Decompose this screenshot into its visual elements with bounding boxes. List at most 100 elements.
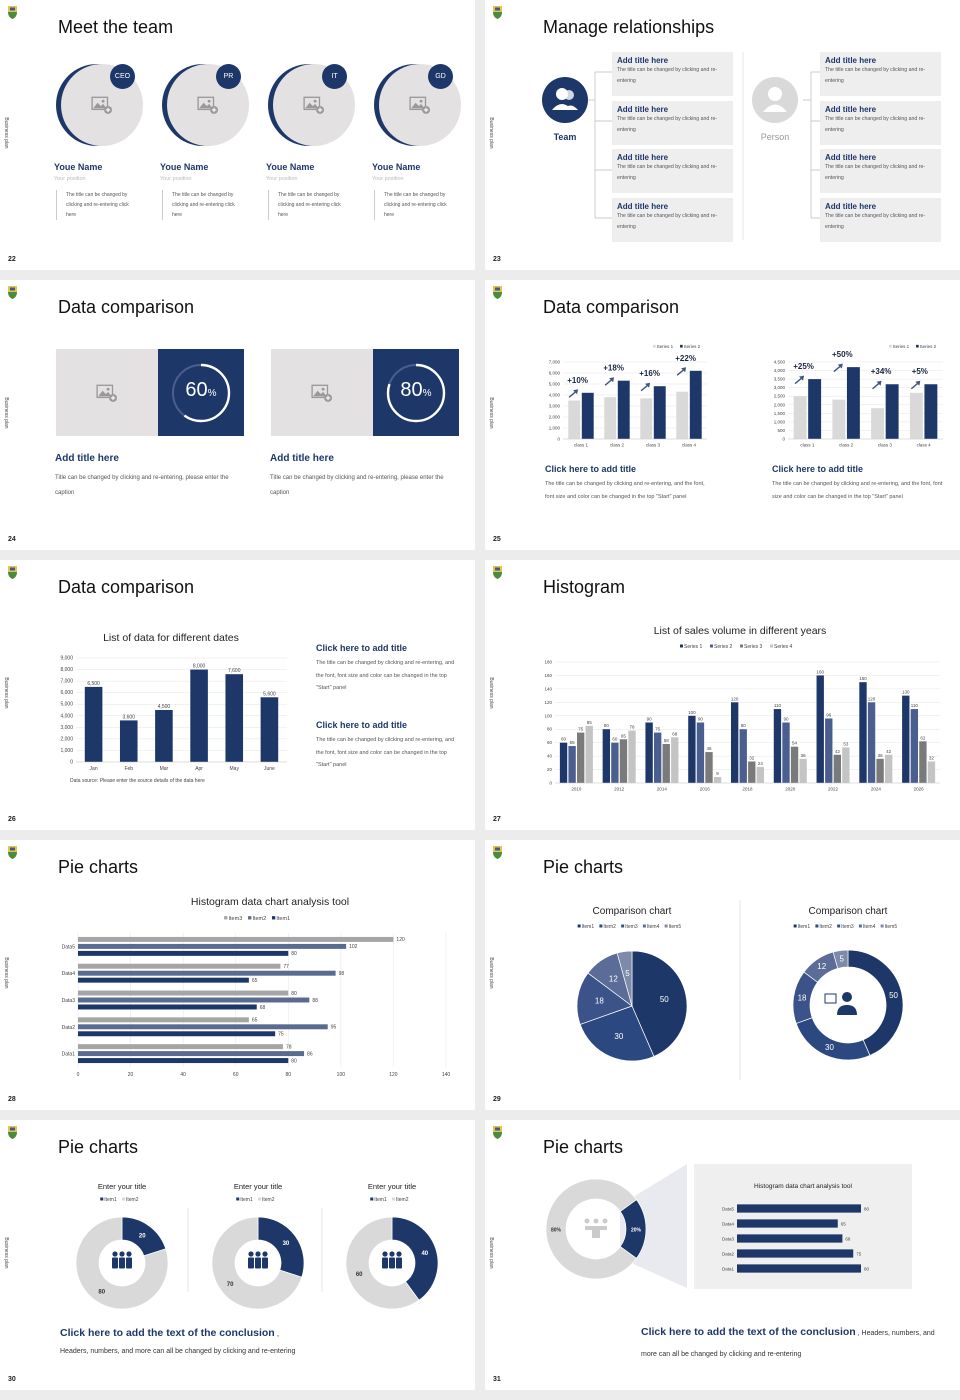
bar: [84, 686, 103, 762]
slice-label: 40: [421, 1251, 428, 1257]
slice-label: 50: [889, 991, 898, 1000]
data-label: 9: [716, 771, 719, 776]
data-label: 120: [868, 696, 876, 701]
image-placeholder-icon[interactable]: [311, 382, 333, 404]
person-head: [248, 1251, 254, 1257]
card-text: Title can be changed by clicking and re-…: [55, 475, 229, 496]
member-name[interactable]: Youe Name: [266, 162, 315, 172]
relationship-item[interactable]: Add title here The title can be changed b…: [612, 149, 733, 193]
slide-31[interactable]: Pie charts 20% 80% Histogram data chart an…: [485, 1120, 960, 1390]
slide-29[interactable]: Pie charts Comparison chart Item1 Item2 Ite…: [485, 840, 960, 1110]
role-badge-text: IT: [331, 73, 338, 80]
data-label: 100: [688, 710, 696, 715]
slice-label: 80%: [551, 1228, 562, 1234]
relationship-item[interactable]: Add title here The title can be changed b…: [820, 197, 941, 242]
legend-label: Series 1: [657, 344, 674, 349]
data-label: 96: [826, 712, 832, 717]
data-label: 77: [283, 964, 289, 970]
relationship-item[interactable]: Add title here The title can be changed b…: [612, 52, 733, 96]
donut-with-breakdown: 20% 80% Histogram data chart analysis tool…: [545, 1164, 912, 1289]
slide-27[interactable]: Histogram List of sales volume in differ…: [485, 560, 960, 830]
bar: [568, 400, 581, 439]
block-text: The title can be changed by clicking and…: [316, 660, 455, 691]
y-tick-label: 160: [544, 673, 552, 678]
image-placeholder-icon[interactable]: [96, 382, 118, 404]
person-avatar[interactable]: [752, 77, 798, 123]
relationship-item[interactable]: Add title here The title can be changed b…: [820, 52, 941, 96]
slide-23[interactable]: Manage relationships Team Person Add tit…: [485, 0, 960, 270]
slide-28[interactable]: Pie charts Histogram data chart analysis…: [0, 840, 475, 1110]
x-tick-label: 2026: [914, 787, 925, 792]
member-name[interactable]: Youe Name: [54, 162, 103, 172]
bar: [78, 977, 249, 983]
legend-label: Series 1: [893, 344, 910, 349]
bar: [619, 739, 628, 783]
team-avatar[interactable]: [542, 77, 588, 123]
block-title[interactable]: Click here to add title: [545, 464, 637, 474]
slide-24[interactable]: Data comparison 60% Add title here Title…: [0, 280, 475, 550]
person-head: [593, 1218, 599, 1224]
team-member: PR Youe Name Your position The title can…: [160, 62, 262, 232]
bar: [689, 370, 702, 439]
y-tick-label: 180: [544, 660, 552, 665]
data-label: 90: [698, 717, 704, 722]
item-text: The title can be changed by clicking and…: [617, 115, 718, 133]
member-name[interactable]: Youe Name: [160, 162, 209, 172]
slide-30[interactable]: Pie charts Enter your title Item1 Item2 20 8…: [0, 1120, 475, 1390]
data-label: 6,500: [87, 681, 100, 687]
bar: [825, 718, 833, 783]
logo-icon: [8, 1126, 17, 1139]
data-label: 65: [252, 1018, 258, 1024]
side-label: Business plan: [488, 117, 494, 149]
image-placeholder-icon[interactable]: [409, 94, 431, 116]
bar: [737, 1219, 838, 1228]
person-body: [262, 1257, 268, 1269]
y-tick-label: Data2: [722, 1252, 735, 1257]
conclusion-title[interactable]: Click here to add the text of the conclu…: [60, 1327, 279, 1339]
image-placeholder[interactable]: [56, 349, 158, 436]
y-tick-label: 0: [549, 781, 552, 786]
slice-label: 70: [227, 1282, 234, 1288]
chart-title: Enter your title: [98, 1182, 146, 1191]
donut-charts: Enter your title Item1 Item2 20 80 Enter your…: [75, 1182, 439, 1310]
relationship-item[interactable]: Add title here The title can be changed b…: [612, 197, 733, 242]
image-placeholder-icon[interactable]: [303, 94, 325, 116]
slide-25[interactable]: Data comparison 0 1,000 2,000 3,000 4,000 5,0…: [485, 280, 960, 550]
image-placeholder-icon[interactable]: [91, 94, 113, 116]
slide-22[interactable]: Meet the team CEO Youe Name Your positio…: [0, 0, 475, 270]
bar: [748, 761, 756, 783]
member-position: Your position: [160, 176, 192, 182]
member-name[interactable]: Youe Name: [372, 162, 421, 172]
pie-slice: [345, 1216, 420, 1310]
item-text: The title can be changed by clicking and…: [617, 67, 718, 84]
slice-label: 20: [139, 1234, 146, 1240]
bar: [78, 1051, 305, 1057]
member-position: Your position: [54, 176, 86, 182]
bar: [793, 396, 807, 439]
y-tick-label: 1,000: [549, 426, 561, 431]
image-placeholder-icon[interactable]: [197, 94, 219, 116]
person-head: [584, 1218, 590, 1224]
legend-label: Item1: [582, 924, 595, 930]
bar: [919, 741, 927, 783]
relationship-item[interactable]: Add title here The title can be changed b…: [612, 100, 733, 145]
pie-slice: [631, 950, 688, 1057]
slide-26[interactable]: Data comparison List of data for differe…: [0, 560, 475, 830]
slice-label: 12: [609, 974, 618, 983]
conclusion[interactable]: Click here to add the text of the conclu…: [641, 1322, 941, 1364]
relationship-item[interactable]: Add title here The title can be changed b…: [820, 100, 941, 145]
relationship-item[interactable]: Add title here The title can be changed b…: [820, 149, 941, 193]
block-title[interactable]: Click here to add title: [772, 464, 864, 474]
card-title[interactable]: Add title here: [270, 453, 334, 464]
image-placeholder[interactable]: [271, 349, 373, 436]
legend-label: Item1: [104, 1197, 117, 1203]
y-tick-label: 7,000: [549, 360, 561, 365]
legend-label: Item3: [625, 924, 638, 930]
person-body: [382, 1257, 388, 1269]
card-title[interactable]: Add title here: [55, 453, 119, 464]
growth-annotation: +16%: [639, 369, 660, 378]
side-label: Business plan: [488, 677, 494, 709]
block-title[interactable]: Click here to add title: [316, 643, 408, 653]
page-number: 28: [8, 1096, 16, 1103]
block-title[interactable]: Click here to add title: [316, 720, 408, 730]
